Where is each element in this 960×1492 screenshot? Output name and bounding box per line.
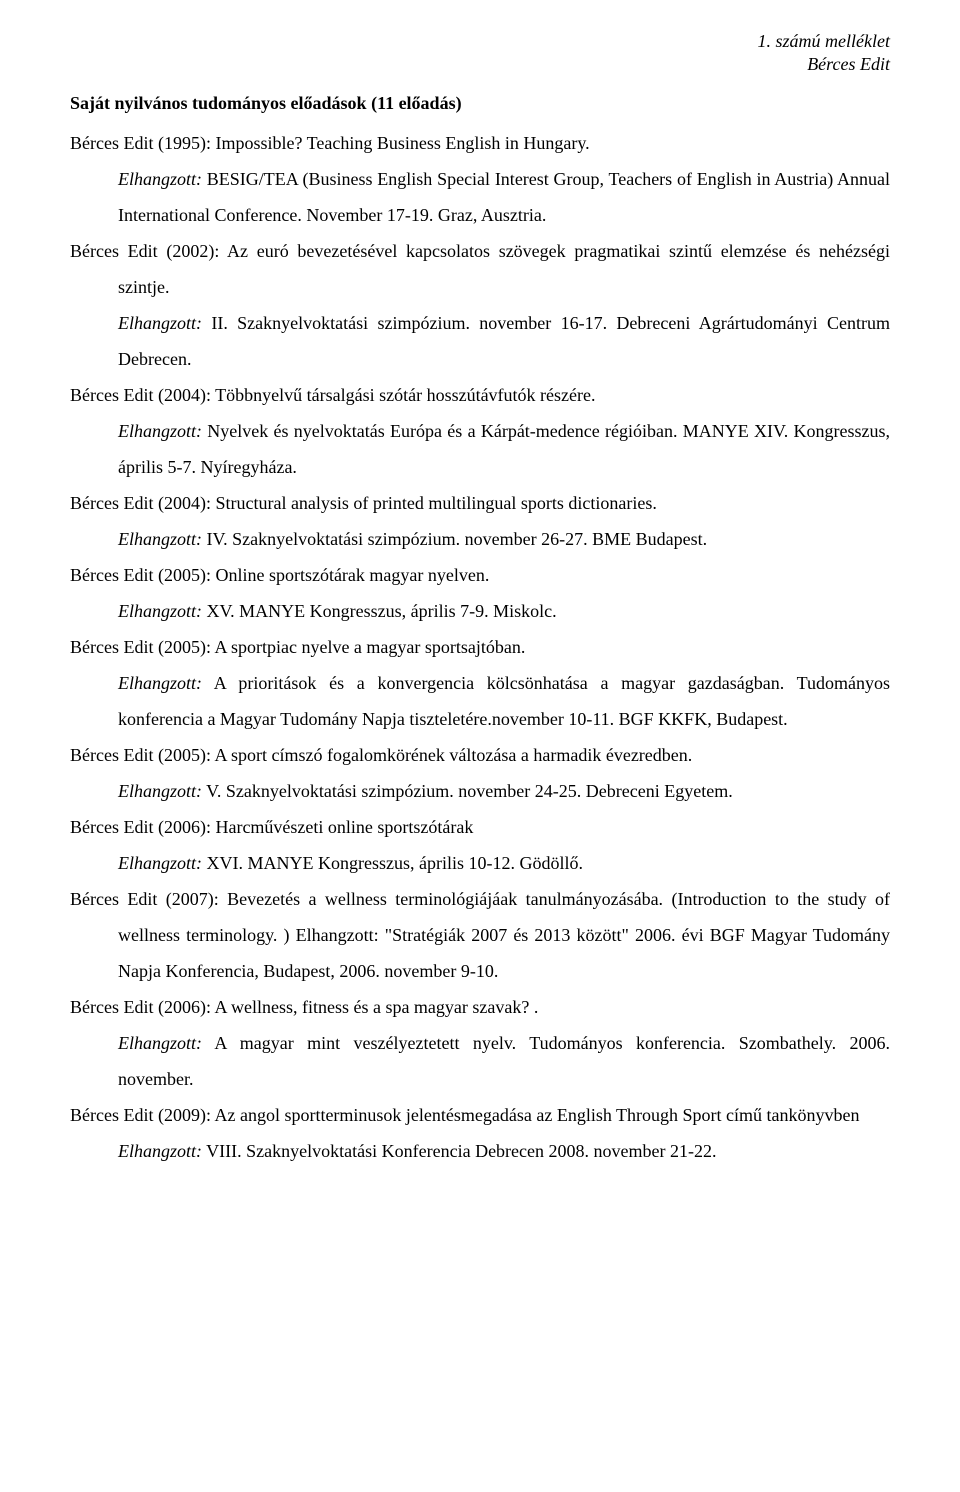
detail-text: VIII. Szaknyelvoktatási Konferencia Debr…	[202, 1141, 717, 1161]
entry-title: Bérces Edit (2007): Bevezetés a wellness…	[70, 881, 890, 989]
detail-text: IV. Szaknyelvoktatási szimpózium. novemb…	[202, 529, 707, 549]
detail-prefix: Elhangzott:	[118, 673, 202, 693]
entry-title: Bérces Edit (2002): Az euró bevezetéséve…	[70, 233, 890, 305]
entry-detail: Elhangzott: VIII. Szaknyelvoktatási Konf…	[70, 1133, 890, 1169]
entry-title: Bérces Edit (1995): Impossible? Teaching…	[70, 125, 890, 161]
detail-prefix: Elhangzott:	[118, 601, 202, 621]
detail-text: Nyelvek és nyelvoktatás Európa és a Kárp…	[118, 421, 890, 477]
entry-title: Bérces Edit (2004): Structural analysis …	[70, 485, 890, 521]
detail-prefix: Elhangzott:	[118, 421, 202, 441]
entry-detail: Elhangzott: A prioritások és a konvergen…	[70, 665, 890, 737]
entry-detail: Elhangzott: IV. Szaknyelvoktatási szimpó…	[70, 521, 890, 557]
header-block: 1. számú melléklet Bérces Edit	[70, 30, 890, 77]
detail-text: XV. MANYE Kongresszus, április 7-9. Misk…	[202, 601, 557, 621]
entry-detail: Elhangzott: BESIG/TEA (Business English …	[70, 161, 890, 233]
detail-prefix: Elhangzott:	[118, 1033, 202, 1053]
header-line-2: Bérces Edit	[70, 53, 890, 76]
detail-prefix: Elhangzott:	[118, 169, 202, 189]
entries-container: Bérces Edit (1995): Impossible? Teaching…	[70, 125, 890, 1169]
detail-text: XVI. MANYE Kongresszus, április 10-12. G…	[202, 853, 583, 873]
entry-detail: Elhangzott: II. Szaknyelvoktatási szimpó…	[70, 305, 890, 377]
detail-text: BESIG/TEA (Business English Special Inte…	[118, 169, 890, 225]
entry-title: Bérces Edit (2009): Az angol sporttermin…	[70, 1097, 890, 1133]
entry-title: Bérces Edit (2005): A sportpiac nyelve a…	[70, 629, 890, 665]
detail-prefix: Elhangzott:	[118, 781, 202, 801]
section-heading: Saját nyilvános tudományos előadások (11…	[70, 85, 890, 121]
entry-title: Bérces Edit (2006): A wellness, fitness …	[70, 989, 890, 1025]
detail-text: A prioritások és a konvergencia kölcsönh…	[118, 673, 890, 729]
detail-text: II. Szaknyelvoktatási szimpózium. novemb…	[118, 313, 890, 369]
detail-prefix: Elhangzott:	[118, 529, 202, 549]
detail-prefix: Elhangzott:	[118, 313, 202, 333]
entry-title: Bérces Edit (2005): A sport címszó fogal…	[70, 737, 890, 773]
detail-text: A magyar mint veszélyeztetett nyelv. Tud…	[118, 1033, 890, 1089]
entry-title: Bérces Edit (2005): Online sportszótárak…	[70, 557, 890, 593]
detail-prefix: Elhangzott:	[118, 1141, 202, 1161]
document-page: 1. számú melléklet Bérces Edit Saját nyi…	[0, 0, 960, 1492]
header-line-1: 1. számú melléklet	[70, 30, 890, 53]
entry-title: Bérces Edit (2004): Többnyelvű társalgás…	[70, 377, 890, 413]
entry-detail: Elhangzott: XV. MANYE Kongresszus, ápril…	[70, 593, 890, 629]
entry-detail: Elhangzott: A magyar mint veszélyeztetet…	[70, 1025, 890, 1097]
detail-prefix: Elhangzott:	[118, 853, 202, 873]
entry-detail: Elhangzott: XVI. MANYE Kongresszus, ápri…	[70, 845, 890, 881]
detail-text: V. Szaknyelvoktatási szimpózium. novembe…	[202, 781, 733, 801]
entry-detail: Elhangzott: Nyelvek és nyelvoktatás Euró…	[70, 413, 890, 485]
entry-title: Bérces Edit (2006): Harcművészeti online…	[70, 809, 890, 845]
entry-detail: Elhangzott: V. Szaknyelvoktatási szimpóz…	[70, 773, 890, 809]
